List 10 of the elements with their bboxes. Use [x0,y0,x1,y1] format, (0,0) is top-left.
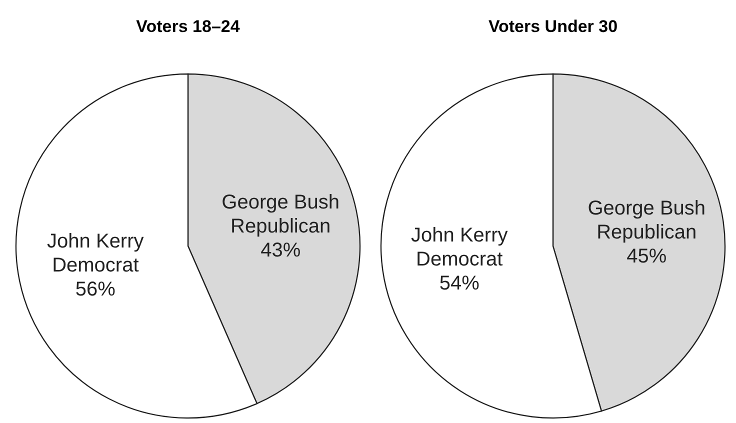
slice-label: George Bush Republican [588,198,706,244]
data-label: 43% [260,240,301,262]
data-label: 54% [439,272,480,294]
chart-title: Voters 18–24 [136,17,240,36]
slice-label: John Kerry Democrat [411,224,508,270]
data-label: 45% [626,246,667,268]
slice-label: John Kerry Democrat [47,230,144,276]
slice-label: George Bush Republican [222,192,340,238]
chart-title: Voters Under 30 [488,17,618,36]
data-label: 56% [75,278,116,300]
